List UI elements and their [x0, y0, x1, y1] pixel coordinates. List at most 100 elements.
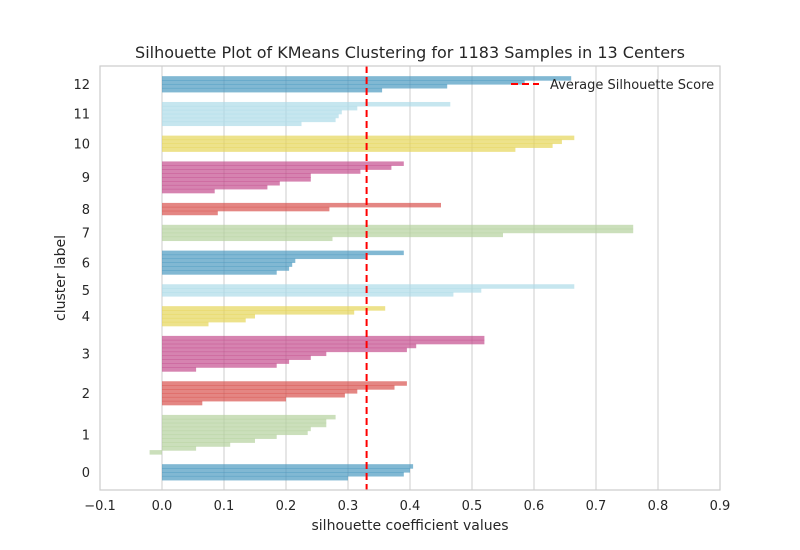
- silhouette-bar: [162, 310, 355, 315]
- silhouette-bar: [162, 184, 268, 190]
- silhouette-bar: [162, 228, 634, 234]
- y-tick-label: 0: [82, 466, 90, 481]
- y-tick-label: 4: [82, 310, 90, 325]
- silhouette-bar: [162, 139, 562, 145]
- silhouette-bars: [149, 76, 634, 481]
- y-tick-label: 5: [82, 284, 90, 299]
- silhouette-bar: [162, 381, 407, 386]
- silhouette-bar: [162, 343, 417, 349]
- silhouette-bar: [162, 434, 277, 439]
- silhouette-bar: [162, 143, 553, 148]
- y-tick-label: 1: [82, 428, 90, 443]
- silhouette-bar: [162, 430, 308, 436]
- silhouette-bar: [162, 147, 516, 152]
- silhouette-bar: [162, 254, 367, 260]
- silhouette-bar: [162, 292, 454, 297]
- silhouette-bar: [162, 321, 209, 327]
- silhouette-bar: [162, 472, 404, 477]
- silhouette-bar: [162, 236, 333, 242]
- silhouette-bar: [162, 180, 280, 186]
- cluster-0-bars: [162, 464, 414, 481]
- silhouette-bar: [162, 121, 302, 127]
- chart-title: Silhouette Plot of KMeans Clustering for…: [135, 43, 685, 62]
- silhouette-bar: [162, 117, 336, 123]
- silhouette-bar: [162, 113, 339, 119]
- silhouette-bar: [162, 335, 485, 341]
- y-tick-label: 8: [82, 203, 90, 218]
- silhouette-bar: [162, 400, 203, 406]
- silhouette-bar: [162, 363, 277, 368]
- silhouette-bar: [162, 165, 392, 170]
- silhouette-bar: [162, 87, 383, 93]
- silhouette-bar: [162, 438, 255, 443]
- silhouette-bar: [162, 258, 296, 263]
- silhouette-bar: [162, 105, 358, 111]
- silhouette-bar: [162, 188, 215, 194]
- y-tick-label: 6: [82, 256, 90, 271]
- silhouette-bar: [162, 262, 293, 267]
- y-tick-label: 10: [73, 137, 90, 152]
- legend: Average Silhouette Score: [511, 78, 714, 93]
- silhouette-bar: [162, 464, 414, 469]
- silhouette-bar: [162, 101, 451, 107]
- x-tick-label: 0.3: [338, 499, 359, 514]
- x-tick-label: 0.8: [648, 499, 669, 514]
- silhouette-bar: [162, 210, 218, 216]
- cluster-7-bars: [162, 224, 634, 242]
- cluster-6-bars: [162, 250, 404, 275]
- silhouette-bar: [162, 250, 404, 256]
- silhouette-bar: [162, 385, 395, 390]
- silhouette-bar: [162, 418, 327, 424]
- silhouette-bar: [162, 446, 197, 451]
- silhouette-bar: [162, 161, 404, 166]
- silhouette-bar: [162, 313, 255, 319]
- cluster-4-bars: [162, 306, 386, 327]
- silhouette-bar: [149, 450, 162, 455]
- silhouette-bar: [162, 284, 575, 289]
- y-tick-label: 9: [82, 171, 90, 186]
- x-tick-label: 0.7: [586, 499, 607, 514]
- silhouette-bar: [162, 169, 361, 174]
- silhouette-bar: [162, 135, 575, 141]
- axes-frame: [99, 65, 721, 491]
- silhouette-bar: [162, 347, 407, 353]
- silhouette-bar: [162, 232, 503, 238]
- x-tick-label: 0.2: [276, 499, 297, 514]
- y-tick-label: 11: [73, 108, 90, 123]
- silhouette-bar: [162, 389, 358, 394]
- silhouette-bar: [162, 306, 386, 311]
- cluster-2-bars: [162, 381, 407, 406]
- cluster-11-bars: [162, 101, 451, 127]
- cluster-8-bars: [162, 202, 441, 216]
- silhouette-bar: [162, 270, 277, 275]
- y-tick-label: 7: [82, 227, 90, 242]
- x-tick-label: −0.1: [84, 499, 116, 514]
- silhouette-bar: [162, 359, 290, 364]
- cluster-5-bars: [162, 284, 575, 297]
- silhouette-bar: [162, 422, 327, 428]
- silhouette-bar: [162, 475, 348, 481]
- x-tick-label: 0.4: [400, 499, 421, 514]
- cluster-3-bars: [162, 335, 485, 372]
- silhouette-bar: [162, 173, 311, 178]
- x-tick-label: 0.0: [152, 499, 173, 514]
- silhouette-bar: [162, 367, 197, 372]
- cluster-9-bars: [162, 161, 404, 194]
- y-tick-label: 2: [82, 387, 90, 402]
- x-tick-label: 0.9: [710, 499, 731, 514]
- x-ticks: −0.1 0.0 0.1 0.2 0.3 0.4 0.5 0.6 0.7 0.8 0.9: [84, 499, 730, 514]
- x-tick-label: 0.1: [214, 499, 235, 514]
- silhouette-bar: [162, 83, 448, 89]
- x-tick-label: 0.5: [462, 499, 483, 514]
- y-axis-label: cluster label: [53, 235, 69, 321]
- cluster-1-bars: [149, 414, 336, 455]
- silhouette-bar: [162, 80, 525, 85]
- silhouette-bar: [162, 109, 342, 115]
- silhouette-bar: [162, 392, 345, 398]
- silhouette-bar: [162, 396, 286, 402]
- silhouette-bar: [162, 202, 441, 208]
- silhouette-bar: [162, 177, 311, 182]
- cluster-10-bars: [162, 135, 575, 152]
